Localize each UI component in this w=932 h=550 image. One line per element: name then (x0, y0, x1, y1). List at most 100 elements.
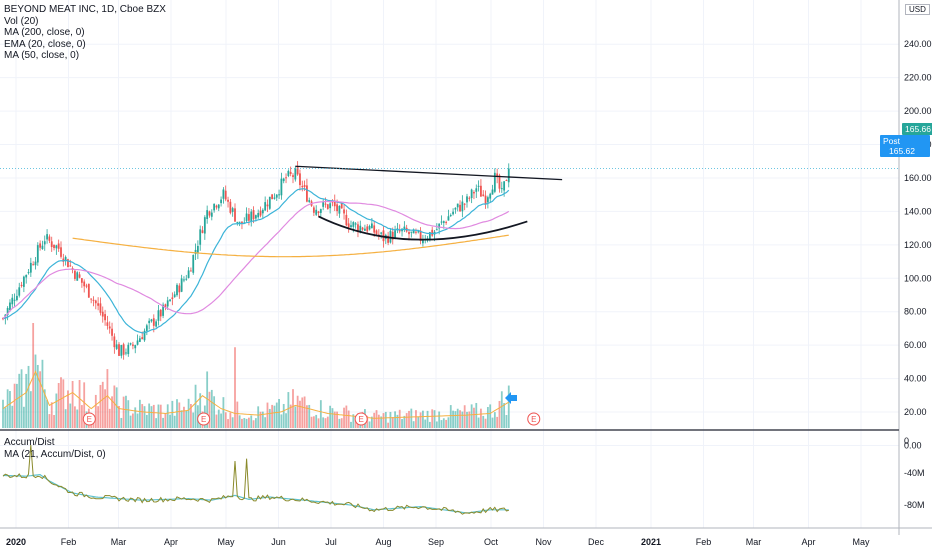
earnings-label: E (531, 415, 536, 424)
volume-bar (329, 405, 332, 428)
volume-bar (176, 399, 178, 428)
volume-bar (120, 417, 123, 428)
candle-body (452, 211, 454, 215)
volume-bar (134, 407, 137, 428)
volume-bar (324, 418, 327, 428)
volume-bar (289, 404, 292, 428)
price-tick-label: 0.00 (904, 441, 922, 451)
price-tick-label: 100.00 (904, 273, 932, 283)
volume-bar (78, 380, 81, 428)
volume-bar (141, 404, 144, 428)
volume-bar (368, 421, 371, 428)
volume-bar (387, 422, 390, 428)
candle-body (456, 203, 459, 208)
volume-bar (80, 405, 83, 428)
volume-bar (306, 405, 308, 428)
volume-bar (482, 415, 485, 428)
candle-body (231, 208, 234, 212)
volume-bar (308, 404, 311, 428)
candle-body (347, 223, 350, 228)
legend-vol[interactable]: Vol (20) (4, 15, 39, 27)
candle-body (505, 180, 508, 182)
volume-bar (412, 421, 415, 428)
candle-body (449, 215, 452, 217)
volume-bar (254, 418, 257, 428)
candle-body (475, 188, 478, 192)
volume-bar (115, 387, 118, 428)
volume-bar (486, 407, 489, 428)
candle-body (227, 199, 229, 202)
legend-ma200[interactable]: MA (200, close, 0) (4, 27, 85, 38)
volume-bar (108, 408, 111, 428)
volume-bar (470, 404, 473, 428)
candle-body (326, 204, 329, 209)
volume-bar (401, 419, 403, 428)
price-tick-label: 80.00 (904, 307, 927, 317)
candle-body (187, 270, 190, 278)
lower-legend-ma[interactable]: MA (21, Accum/Dist, 0) (4, 448, 106, 460)
volume-bar (375, 410, 378, 428)
volume-bar (180, 410, 183, 428)
volume-bar (491, 417, 494, 428)
candle-body (435, 229, 438, 231)
volume-bar (459, 410, 461, 428)
accum-dist-pane[interactable] (2, 444, 509, 515)
candle-body (308, 200, 311, 202)
volume-bar (138, 399, 141, 428)
earnings-marker: E (82, 412, 96, 426)
volume-bar (250, 415, 253, 428)
volume-bar (422, 410, 424, 428)
candle-body (180, 278, 183, 292)
volume-bar (71, 380, 74, 428)
candle-body (336, 204, 338, 212)
candle-body (55, 245, 58, 249)
candle-body (296, 166, 299, 175)
time-tick-label: 2021 (641, 537, 661, 547)
candle-body (329, 203, 332, 209)
time-tick-label: Jun (271, 537, 286, 547)
post-label: Post (883, 136, 901, 146)
candle-body (99, 303, 102, 313)
candle-body (264, 202, 267, 211)
volume-bar (64, 409, 67, 428)
candle-body (2, 318, 4, 320)
volume-bar (122, 396, 125, 428)
volume-bar (111, 396, 113, 428)
candle-body (143, 330, 146, 341)
candle-body (391, 231, 394, 240)
candle-body (447, 216, 450, 221)
volume-bar (338, 418, 341, 428)
candle-body (32, 264, 35, 266)
volume-bar (145, 414, 148, 428)
volume-bar (456, 408, 459, 428)
price-tick-label: 40.00 (904, 374, 927, 384)
volume-bar (389, 411, 392, 428)
lower-legend: Accum/Dist MA (21, Accum/Dist, 0) (4, 437, 106, 460)
volume-bar (125, 395, 127, 428)
volume-bar (280, 414, 283, 428)
legend-ema20[interactable]: EMA (20, close, 0) (4, 38, 86, 50)
symbol-title[interactable]: BEYOND MEAT INC, 1D, Cboe BZX (4, 4, 166, 15)
volume-bar (136, 413, 139, 428)
candle-body (101, 311, 104, 317)
candle-body (366, 226, 369, 232)
candle-body (380, 232, 383, 234)
candle-body (294, 168, 297, 180)
candle-body (428, 232, 431, 241)
lower-legend-title[interactable]: Accum/Dist (4, 437, 55, 448)
currency-label[interactable]: USD (905, 4, 930, 15)
candle-body (303, 185, 306, 187)
candle-body (215, 205, 218, 208)
volume-bar (394, 411, 396, 428)
candle-body (74, 270, 76, 279)
volume-bar (287, 392, 290, 428)
volume-bar (498, 400, 501, 428)
legend-ma50[interactable]: MA (50, close, 0) (4, 50, 80, 61)
candle-body (486, 197, 489, 203)
volume-bar (217, 409, 220, 428)
candle-body (282, 178, 285, 182)
volume-bar (164, 413, 167, 428)
